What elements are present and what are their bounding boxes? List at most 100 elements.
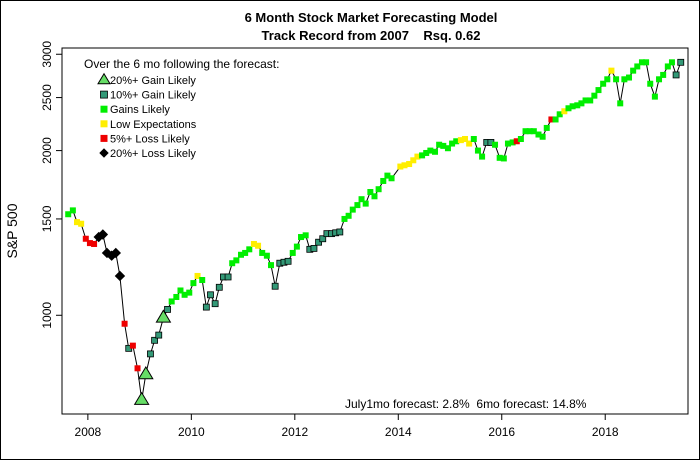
x-tick-label: 2010 xyxy=(178,425,205,439)
point-g xyxy=(595,87,602,94)
point-g20 xyxy=(133,391,150,405)
point-g10 xyxy=(315,238,323,246)
point-g10 xyxy=(211,300,219,308)
point-g xyxy=(345,212,352,219)
point-g xyxy=(552,116,559,123)
point-low xyxy=(255,242,262,249)
point-low xyxy=(561,108,568,115)
point-g10 xyxy=(215,283,223,291)
point-g xyxy=(453,138,460,145)
point-g xyxy=(371,193,378,200)
point-g xyxy=(427,147,434,154)
point-g xyxy=(496,154,503,161)
point-g xyxy=(449,140,456,147)
point-g xyxy=(556,111,563,118)
point-g xyxy=(613,76,620,83)
legend-marker-g10 xyxy=(100,90,108,99)
x-tick-label: 2016 xyxy=(488,425,515,439)
point-g10 xyxy=(202,303,210,311)
point-l5 xyxy=(121,320,128,327)
y-tick-label: 3000 xyxy=(40,41,54,68)
legend-marker-g20 xyxy=(97,72,111,85)
point-g xyxy=(604,76,611,83)
point-g xyxy=(526,128,533,135)
point-g xyxy=(423,149,430,156)
point-g xyxy=(298,234,305,241)
point-g xyxy=(535,131,542,138)
point-low xyxy=(397,163,404,170)
point-low xyxy=(74,219,81,226)
point-g xyxy=(470,135,477,142)
point-g xyxy=(380,177,387,184)
point-g xyxy=(238,251,245,258)
point-g xyxy=(668,59,675,66)
point-g xyxy=(65,211,72,218)
y-tick-label: 1000 xyxy=(40,302,54,329)
legend-marker-g xyxy=(100,105,108,113)
point-l5 xyxy=(129,342,136,349)
point-g xyxy=(617,100,624,107)
legend-marker-low xyxy=(100,120,108,128)
point-l5 xyxy=(91,240,98,247)
point-g xyxy=(638,59,645,66)
point-l20 xyxy=(114,270,126,282)
point-g10 xyxy=(310,245,318,252)
point-g xyxy=(591,92,598,99)
point-g xyxy=(186,289,193,296)
point-low xyxy=(406,161,413,168)
point-g xyxy=(656,76,663,83)
point-g xyxy=(626,74,633,81)
x-tick-label: 2008 xyxy=(75,425,102,439)
point-g xyxy=(664,63,671,70)
point-g xyxy=(289,249,296,256)
point-g xyxy=(268,262,275,269)
point-low xyxy=(466,140,473,147)
point-low xyxy=(462,135,469,142)
point-g xyxy=(246,246,253,253)
point-g xyxy=(630,67,637,74)
point-g xyxy=(384,172,391,179)
point-g xyxy=(419,152,426,159)
point-low xyxy=(608,67,615,74)
point-g20 xyxy=(137,365,154,380)
legend-title: Over the 6 mo following the forecast: xyxy=(84,57,279,71)
axes: 2008 2010 2012 2014 2016 2018 1000 1500 2000 2500… xyxy=(40,41,619,439)
point-g xyxy=(569,103,576,110)
point-g xyxy=(259,249,266,256)
point-l5 xyxy=(134,365,141,372)
point-l20 xyxy=(110,247,122,259)
point-g10 xyxy=(224,273,232,281)
point-g10 xyxy=(677,58,685,66)
point-g xyxy=(440,142,447,149)
point-g xyxy=(492,141,499,148)
point-g xyxy=(190,280,197,287)
point-g xyxy=(199,277,206,284)
point-g xyxy=(479,153,486,160)
point-low xyxy=(410,157,417,164)
point-g xyxy=(543,124,550,131)
legend-marker-l20 xyxy=(99,148,109,158)
point-g xyxy=(233,257,240,264)
chart-subtitle: Track Record from 2007 Rsq. 0.62 xyxy=(262,28,481,43)
point-g xyxy=(177,287,184,294)
point-g xyxy=(349,206,356,213)
point-g xyxy=(358,196,365,203)
point-g xyxy=(574,102,581,109)
point-g10 xyxy=(147,350,154,358)
point-g xyxy=(474,147,481,154)
y-tick-label: 1500 xyxy=(40,205,54,232)
legend-label-g10: 10%+ Gain Likely xyxy=(110,90,196,102)
plot-area xyxy=(61,47,689,415)
point-g20 xyxy=(155,309,172,323)
x-tick-label: 2012 xyxy=(281,425,308,439)
legend: 20%+ Gain Likely 10%+ Gain Likely Gains Li… xyxy=(97,72,197,160)
point-g10 xyxy=(164,306,171,313)
point-g xyxy=(582,97,589,104)
point-g10 xyxy=(284,257,292,265)
point-g xyxy=(539,133,546,140)
point-l5 xyxy=(548,116,555,123)
point-g xyxy=(173,293,180,300)
point-g10 xyxy=(336,228,344,236)
point-g xyxy=(354,202,361,209)
